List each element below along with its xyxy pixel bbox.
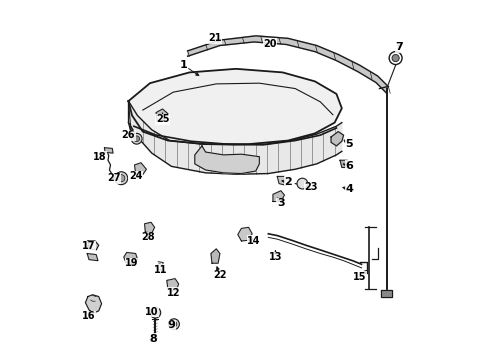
Text: 21: 21 bbox=[208, 33, 221, 43]
Polygon shape bbox=[124, 252, 137, 264]
Text: 11: 11 bbox=[154, 265, 168, 275]
Text: 2: 2 bbox=[284, 177, 292, 187]
Text: 20: 20 bbox=[263, 39, 277, 49]
Circle shape bbox=[152, 310, 158, 316]
Polygon shape bbox=[238, 227, 252, 241]
Circle shape bbox=[131, 134, 142, 144]
Polygon shape bbox=[87, 253, 98, 261]
Text: 5: 5 bbox=[345, 139, 353, 149]
Text: 4: 4 bbox=[345, 184, 353, 194]
Text: 1: 1 bbox=[180, 60, 188, 70]
Polygon shape bbox=[145, 222, 155, 233]
Polygon shape bbox=[188, 36, 389, 93]
Text: 7: 7 bbox=[395, 42, 403, 52]
Text: 17: 17 bbox=[82, 241, 96, 251]
Text: 12: 12 bbox=[167, 288, 180, 298]
Circle shape bbox=[134, 136, 140, 141]
Text: 24: 24 bbox=[129, 171, 143, 181]
Text: 15: 15 bbox=[353, 272, 367, 282]
Text: 14: 14 bbox=[247, 236, 261, 246]
Text: 6: 6 bbox=[345, 161, 353, 171]
Polygon shape bbox=[104, 148, 113, 153]
Text: 27: 27 bbox=[107, 173, 121, 183]
Polygon shape bbox=[381, 291, 392, 297]
Circle shape bbox=[157, 264, 163, 270]
Circle shape bbox=[171, 321, 177, 327]
Text: 26: 26 bbox=[122, 130, 135, 140]
Text: 16: 16 bbox=[82, 311, 96, 321]
Text: 13: 13 bbox=[269, 252, 282, 262]
Text: 25: 25 bbox=[156, 114, 169, 124]
Polygon shape bbox=[135, 163, 147, 175]
Text: 28: 28 bbox=[141, 232, 155, 242]
Text: 3: 3 bbox=[277, 198, 285, 208]
Polygon shape bbox=[85, 295, 101, 314]
Circle shape bbox=[389, 51, 402, 64]
Circle shape bbox=[297, 178, 308, 189]
Circle shape bbox=[115, 172, 128, 185]
Polygon shape bbox=[277, 176, 290, 185]
Polygon shape bbox=[88, 241, 98, 250]
Polygon shape bbox=[128, 69, 342, 144]
Circle shape bbox=[118, 175, 125, 182]
Polygon shape bbox=[128, 101, 132, 137]
Text: 9: 9 bbox=[168, 320, 175, 330]
Polygon shape bbox=[211, 249, 220, 263]
Text: 18: 18 bbox=[93, 152, 107, 162]
Circle shape bbox=[392, 54, 399, 62]
Text: 10: 10 bbox=[145, 307, 158, 317]
Polygon shape bbox=[273, 191, 285, 202]
Text: 22: 22 bbox=[213, 270, 227, 280]
Polygon shape bbox=[195, 146, 259, 174]
Circle shape bbox=[150, 307, 161, 318]
Polygon shape bbox=[128, 101, 342, 174]
Polygon shape bbox=[340, 160, 349, 167]
Polygon shape bbox=[156, 109, 168, 121]
Text: 8: 8 bbox=[149, 333, 157, 343]
Polygon shape bbox=[331, 132, 343, 146]
Polygon shape bbox=[167, 279, 179, 291]
Text: 23: 23 bbox=[305, 182, 318, 192]
Circle shape bbox=[169, 319, 179, 329]
Text: 19: 19 bbox=[125, 258, 139, 268]
